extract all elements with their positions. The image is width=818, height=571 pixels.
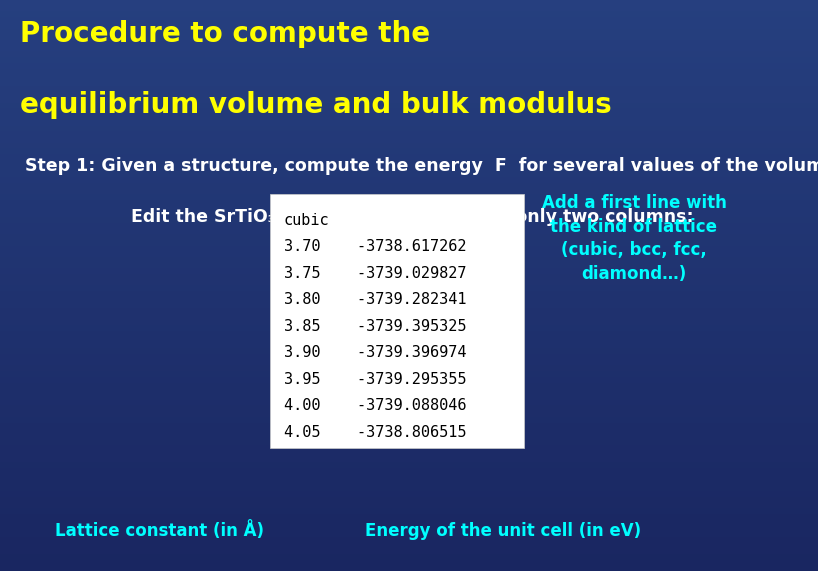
Text: Step 1: Given a structure, compute the energy  F  for several values of the volu: Step 1: Given a structure, compute the e… xyxy=(25,157,818,175)
Text: 4.00    -3739.088046: 4.00 -3739.088046 xyxy=(284,398,466,413)
Text: Procedure to compute the: Procedure to compute the xyxy=(20,20,430,48)
Text: 3.85    -3739.395325: 3.85 -3739.395325 xyxy=(284,319,466,334)
Text: cubic: cubic xyxy=(284,213,330,228)
FancyBboxPatch shape xyxy=(270,194,524,448)
Text: 3.95    -3739.295355: 3.95 -3739.295355 xyxy=(284,372,466,387)
Text: Add a first line with
the kind of lattice
(cubic, bcc, fcc,
diamond…): Add a first line with the kind of lattic… xyxy=(542,194,726,283)
Text: 3.75    -3739.029827: 3.75 -3739.029827 xyxy=(284,266,466,281)
Text: 3.70    -3738.617262: 3.70 -3738.617262 xyxy=(284,239,466,255)
Text: Energy of the unit cell (in eV): Energy of the unit cell (in eV) xyxy=(365,521,641,540)
Text: Lattice constant (in Å): Lattice constant (in Å) xyxy=(55,521,264,540)
Text: 3.80    -3739.282341: 3.80 -3739.282341 xyxy=(284,292,466,307)
Text: 4.05    -3738.806515: 4.05 -3738.806515 xyxy=(284,425,466,440)
Text: equilibrium volume and bulk modulus: equilibrium volume and bulk modulus xyxy=(20,91,612,119)
Text: 3.90    -3739.396974: 3.90 -3739.396974 xyxy=(284,345,466,360)
Text: Edit the SrTiO₃.evslc.dat file and leave only two columns:: Edit the SrTiO₃.evslc.dat file and leave… xyxy=(131,208,694,227)
